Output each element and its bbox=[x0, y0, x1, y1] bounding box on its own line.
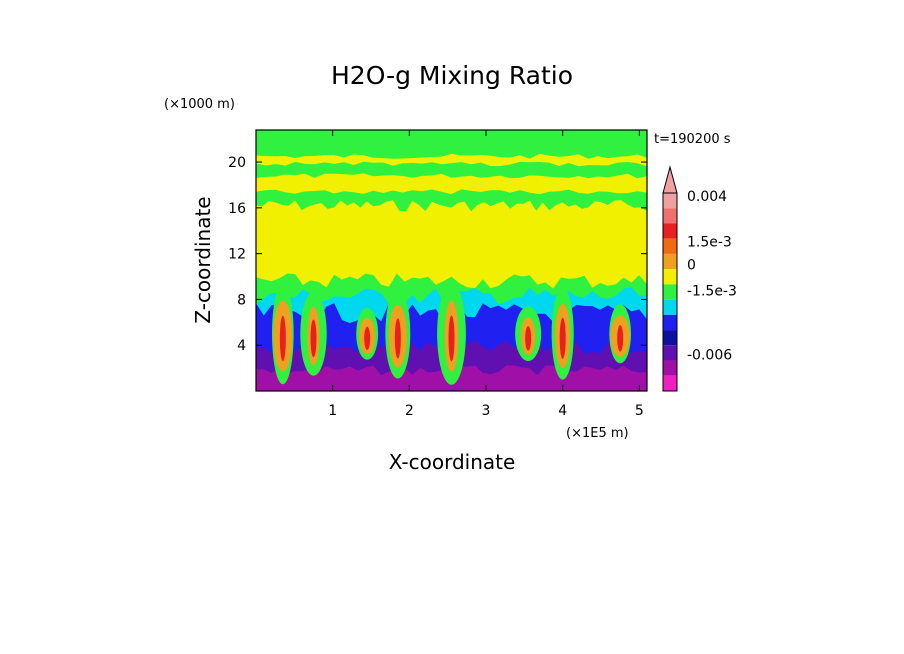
x-tick-label: 3 bbox=[482, 403, 491, 419]
plume-peak bbox=[617, 325, 624, 352]
colorbar-segment bbox=[663, 299, 677, 315]
colorbar-tick-label: -0.006 bbox=[687, 347, 732, 363]
plume-peak bbox=[310, 319, 317, 358]
colorbar-segment bbox=[663, 284, 677, 300]
plume-peak bbox=[364, 326, 371, 350]
colorbar-segment bbox=[663, 269, 677, 285]
x-tick-label: 5 bbox=[635, 403, 644, 419]
colorbar-segment bbox=[663, 253, 677, 270]
colorbar-tick-label: 0 bbox=[687, 258, 696, 274]
plume-peak bbox=[394, 318, 401, 359]
upper-dry-band bbox=[256, 173, 647, 195]
plot-area bbox=[256, 130, 647, 391]
y-axis-label: Z-coordinate bbox=[191, 196, 215, 323]
x-axis-label: X-coordinate bbox=[389, 450, 516, 474]
plume-peak bbox=[448, 315, 455, 362]
colorbar-extend-arrow bbox=[662, 165, 678, 194]
y-tick-label: 4 bbox=[237, 338, 246, 354]
plume-peak bbox=[559, 317, 566, 360]
y-tick-label: 8 bbox=[237, 292, 246, 308]
plot-frame bbox=[255, 129, 648, 392]
colorbar-segment bbox=[663, 330, 677, 346]
y-tick-label: 16 bbox=[228, 201, 246, 217]
colorbar-segment bbox=[663, 223, 677, 239]
colorbar-segment bbox=[663, 208, 677, 224]
x-tick-label: 1 bbox=[328, 403, 337, 419]
colorbar-segment bbox=[663, 375, 677, 391]
x-tick-label: 2 bbox=[405, 403, 414, 419]
plume-peak bbox=[279, 315, 286, 362]
colorbar-tick-label: 1.5e-3 bbox=[687, 235, 732, 251]
y-axis-ticks: 4 8 12 16 20 bbox=[228, 155, 647, 354]
colorbar-segment bbox=[663, 238, 677, 254]
contour-layers bbox=[256, 153, 647, 391]
time-label: t=190200 s bbox=[654, 132, 731, 147]
y-tick-label: 20 bbox=[228, 155, 246, 171]
plume-peak bbox=[525, 326, 532, 351]
x-axis-ticks: 1 2 3 4 5 bbox=[328, 130, 644, 419]
colorbar-segment bbox=[663, 193, 677, 209]
colorbar-frame bbox=[662, 192, 678, 392]
y-unit-label: (×1000 m) bbox=[164, 97, 235, 112]
colorbar-segment bbox=[663, 360, 677, 376]
colorbar-segment bbox=[663, 314, 677, 331]
x-tick-label: 4 bbox=[558, 403, 567, 419]
x-unit-label: (×1E5 m) bbox=[566, 426, 629, 441]
upper-dry-band bbox=[256, 153, 647, 167]
chart-title: H2O-g Mixing Ratio bbox=[331, 61, 573, 90]
colorbar-tick-label: -1.5e-3 bbox=[687, 283, 737, 299]
colorbar: 0.004 1.5e-3 0 -1.5e-3 -0.006 bbox=[662, 165, 737, 392]
y-tick-label: 12 bbox=[228, 247, 246, 263]
colorbar-tick-label: 0.004 bbox=[687, 189, 727, 205]
colorbar-segment bbox=[663, 345, 677, 361]
